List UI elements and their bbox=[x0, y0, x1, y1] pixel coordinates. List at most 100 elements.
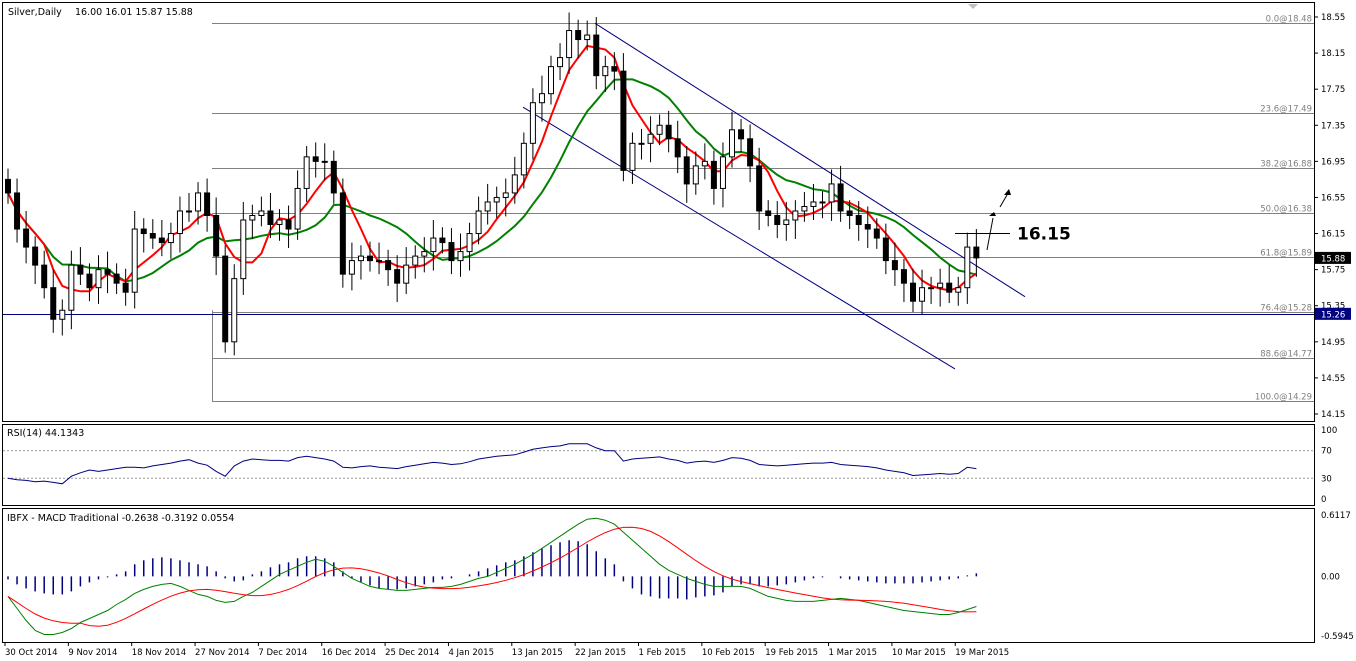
candle-body bbox=[846, 210, 853, 216]
arrow-up-icon bbox=[1004, 189, 1011, 195]
candle-body bbox=[910, 282, 916, 302]
candle bbox=[557, 43, 564, 81]
candle-body bbox=[403, 264, 410, 284]
fibonacci-levels: 0.0@18.48 23.6@17.49 38.2@16.88 50.0@16.38 6… bbox=[212, 15, 1314, 403]
candle-body bbox=[575, 30, 582, 41]
price-tick-label: 15.35 bbox=[1321, 302, 1345, 312]
candle bbox=[828, 169, 835, 221]
candle-body bbox=[900, 269, 907, 284]
candle-body bbox=[32, 246, 39, 266]
candle-body bbox=[195, 192, 202, 212]
candle bbox=[738, 118, 745, 153]
candle-body bbox=[511, 174, 518, 194]
candle bbox=[140, 218, 147, 253]
arrow-shaft-2 bbox=[999, 194, 1008, 208]
candle bbox=[502, 178, 509, 217]
candle-body bbox=[946, 282, 953, 293]
hline-price-label-bg bbox=[1315, 307, 1351, 320]
time-tick-label: 27 Nov 2014 bbox=[195, 648, 249, 658]
candle bbox=[303, 146, 310, 202]
candle-body bbox=[222, 255, 229, 343]
candle bbox=[683, 146, 690, 203]
candle-body bbox=[249, 215, 256, 221]
candle bbox=[647, 116, 654, 163]
rsi-line bbox=[7, 443, 977, 485]
candle bbox=[484, 183, 491, 225]
candle bbox=[538, 75, 545, 122]
candle bbox=[149, 219, 156, 249]
candle-body bbox=[674, 138, 681, 158]
candle-body bbox=[729, 129, 735, 158]
annotation-label: 16.15 bbox=[1017, 225, 1071, 245]
candle-body bbox=[756, 165, 763, 212]
candle bbox=[656, 114, 663, 146]
candle-body bbox=[928, 287, 935, 290]
candle-body bbox=[5, 178, 11, 194]
candle bbox=[95, 255, 102, 304]
candle-body bbox=[68, 264, 75, 311]
candle bbox=[611, 52, 618, 91]
candle bbox=[973, 229, 980, 277]
candle bbox=[59, 299, 66, 336]
scroll-marker-icon[interactable] bbox=[968, 4, 978, 9]
candle-body bbox=[647, 133, 654, 144]
candle bbox=[846, 200, 853, 230]
candle-body bbox=[783, 219, 790, 226]
candle bbox=[493, 186, 500, 219]
candle-body bbox=[231, 278, 238, 343]
candle bbox=[710, 150, 717, 205]
candle bbox=[756, 147, 763, 230]
candle-body bbox=[620, 70, 627, 171]
candle-body bbox=[683, 156, 690, 185]
candle bbox=[910, 268, 916, 313]
candle-body bbox=[204, 192, 211, 216]
time-tick-label: 1 Mar 2015 bbox=[829, 648, 877, 658]
candle-body bbox=[240, 219, 247, 280]
macd-panel-frame bbox=[2, 508, 1315, 643]
time-tick-label: 4 Jan 2015 bbox=[448, 648, 494, 658]
candle-body bbox=[819, 201, 826, 204]
candle bbox=[41, 250, 48, 299]
candle bbox=[548, 55, 554, 105]
candle bbox=[348, 242, 355, 291]
candle-body bbox=[348, 260, 355, 275]
candle bbox=[792, 200, 799, 239]
price-tick-label: 15.75 bbox=[1321, 266, 1345, 276]
macd-tick-label: -0.5945 bbox=[1321, 632, 1354, 642]
candle-body bbox=[855, 215, 862, 226]
candle bbox=[457, 233, 464, 277]
macd-indicator: 0.6117 0.00 -0.5945 bbox=[7, 511, 1354, 642]
candle bbox=[801, 192, 808, 222]
candle-body bbox=[493, 196, 500, 203]
candle bbox=[176, 196, 183, 253]
candle-body bbox=[448, 242, 455, 262]
time-tick-label: 18 Nov 2014 bbox=[132, 648, 186, 658]
candle-body bbox=[520, 142, 527, 176]
candle bbox=[638, 128, 645, 160]
candle bbox=[919, 269, 926, 315]
annotations: 16.15 bbox=[955, 189, 1071, 251]
candle bbox=[466, 222, 473, 271]
macd-signal-line bbox=[7, 526, 977, 627]
candle bbox=[267, 192, 274, 239]
price-tick-label: 18.55 bbox=[1321, 13, 1345, 23]
time-tick-label: 30 Oct 2014 bbox=[5, 648, 58, 658]
candle bbox=[529, 88, 536, 160]
macd-tick-label: 0.00 bbox=[1321, 572, 1340, 582]
candle bbox=[394, 255, 401, 303]
candle bbox=[584, 20, 591, 51]
candle bbox=[964, 232, 971, 304]
candle bbox=[475, 196, 482, 245]
candle bbox=[719, 142, 726, 208]
candle-body bbox=[584, 34, 591, 41]
fib-label-2: 38.2@16.88 bbox=[1260, 160, 1312, 170]
candle-body bbox=[602, 66, 609, 77]
candle-body bbox=[303, 156, 310, 189]
candle-body bbox=[484, 201, 491, 212]
time-tick-label: 16 Dec 2014 bbox=[322, 648, 376, 658]
candle bbox=[692, 151, 699, 195]
time-tick-label: 10 Feb 2015 bbox=[702, 648, 755, 658]
candle-body bbox=[86, 273, 93, 289]
time-tick-label: 25 Dec 2014 bbox=[385, 648, 439, 658]
candle-body bbox=[801, 205, 808, 212]
